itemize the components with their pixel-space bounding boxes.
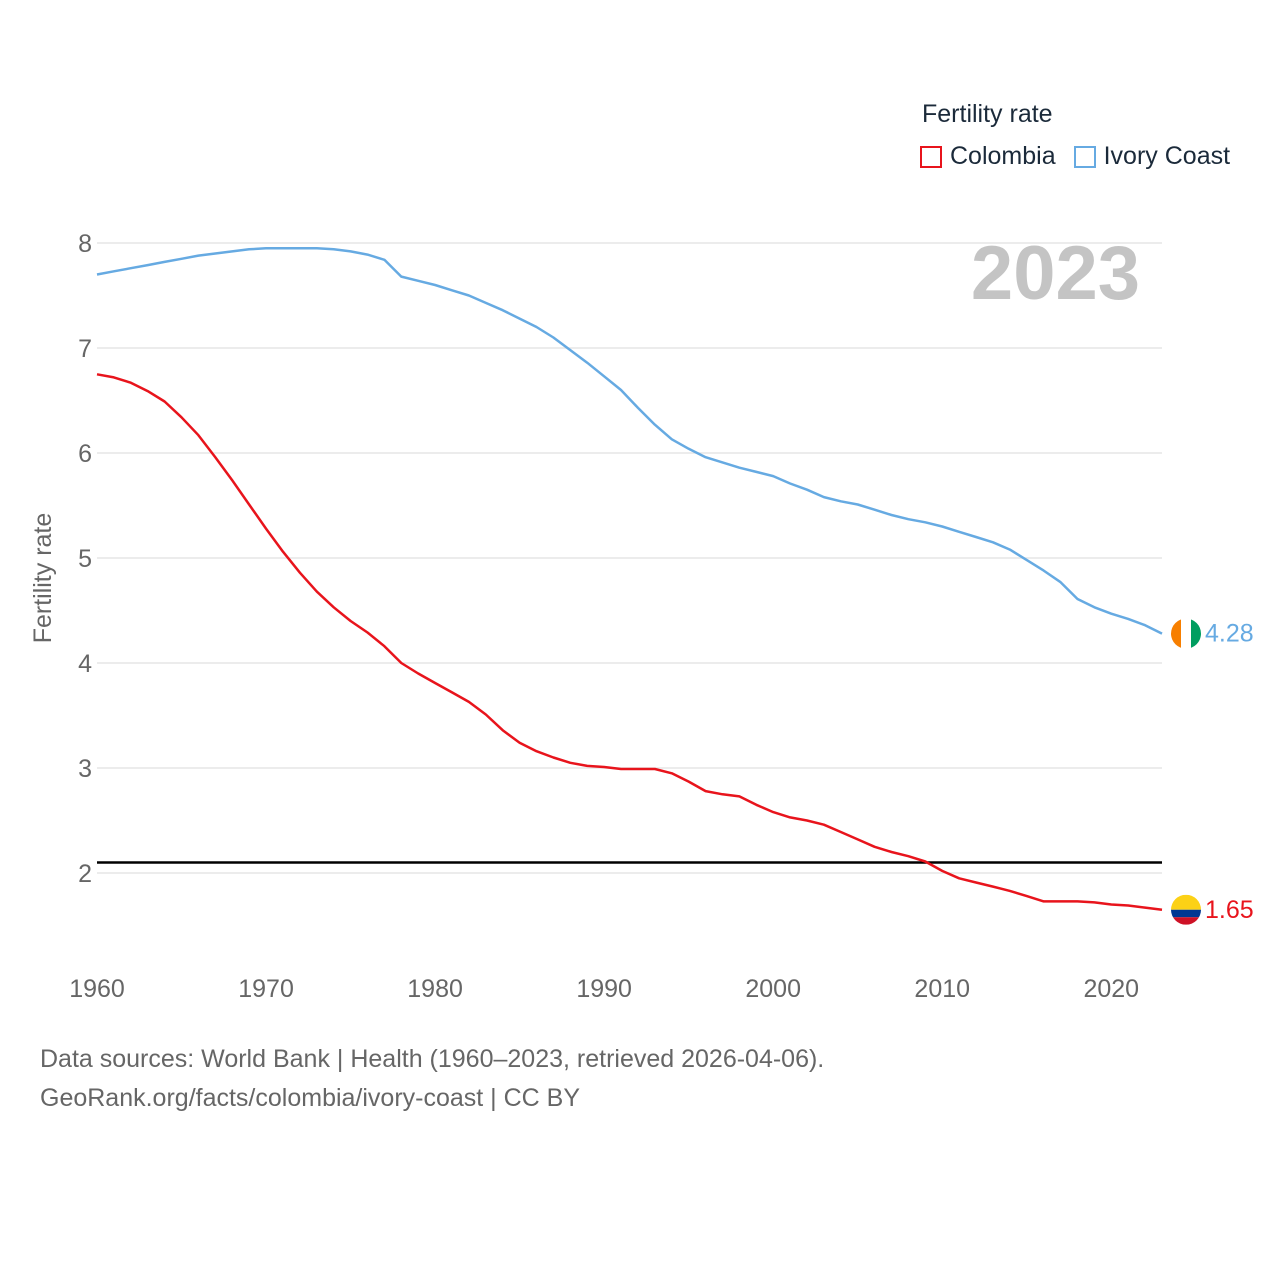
legend-label-colombia: Colombia: [950, 142, 1056, 170]
y-tick-label-7: 7: [78, 335, 92, 363]
legend: Colombia Ivory Coast: [920, 142, 1248, 171]
legend-item-ivory-coast[interactable]: Ivory Coast: [1073, 142, 1231, 171]
legend-swatch-ivory-coast: [1073, 145, 1096, 168]
y-tick-label-6: 6: [78, 440, 92, 468]
year-watermark: 2023: [970, 231, 1140, 316]
x-tick-label-1970: 1970: [238, 975, 294, 1003]
legend-swatch-colombia: [920, 145, 942, 168]
x-tick-label-1990: 1990: [576, 975, 632, 1003]
y-tick-label-8: 8: [78, 230, 92, 258]
y-axis-title: Fertility rate: [29, 513, 57, 644]
y-tick-label-3: 3: [78, 755, 92, 783]
x-tick-label-2020: 2020: [1083, 975, 1139, 1003]
source-line-2: GeoRank.org/facts/colombia/ivory-coast |…: [40, 1084, 581, 1112]
series-line-colombia: [96, 373, 1163, 912]
legend-label-ivory-coast: Ivory Coast: [1103, 142, 1231, 170]
ivory-coast-flag-icon: [1171, 618, 1201, 649]
colombia-flag-icon: [1171, 894, 1201, 925]
y-tick-label-5: 5: [78, 545, 92, 573]
end-value-label-colombia: 1.65: [1205, 896, 1254, 924]
y-tick-label-2: 2: [78, 860, 92, 888]
x-tick-label-1960: 1960: [69, 975, 125, 1003]
x-tick-label-2000: 2000: [745, 975, 801, 1003]
y-tick-label-4: 4: [78, 650, 92, 678]
end-value-label-ivory-coast: 4.28: [1205, 620, 1254, 648]
source-line-1: Data sources: World Bank | Health (1960–…: [40, 1045, 825, 1073]
x-tick-label-2010: 2010: [914, 975, 970, 1003]
series-line-ivory-coast: [96, 247, 1163, 635]
legend-title: Fertility rate: [922, 100, 1053, 128]
legend-item-colombia[interactable]: Colombia: [920, 142, 1056, 171]
x-tick-label-1980: 1980: [407, 975, 463, 1003]
